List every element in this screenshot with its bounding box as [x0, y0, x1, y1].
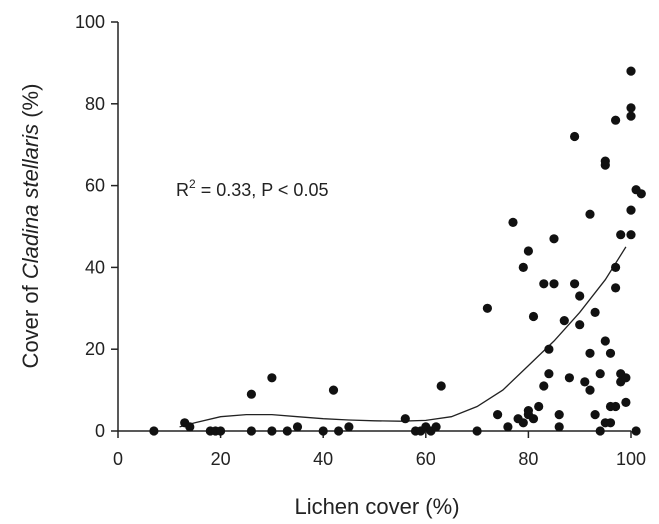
data-point — [636, 189, 646, 199]
x-tick-label: 40 — [313, 449, 333, 469]
x-tick-label: 0 — [113, 449, 123, 469]
data-point — [600, 336, 610, 346]
data-point — [554, 422, 564, 432]
data-points — [149, 66, 646, 436]
data-point — [518, 262, 528, 272]
data-point — [539, 279, 549, 289]
data-point — [431, 422, 441, 432]
data-point — [580, 377, 590, 387]
data-point — [292, 422, 303, 432]
data-point — [570, 279, 580, 289]
data-point — [216, 426, 226, 436]
data-point — [590, 307, 600, 317]
data-point — [149, 426, 159, 436]
data-point — [534, 401, 544, 412]
data-point — [528, 311, 539, 322]
y-tick-label: 60 — [85, 176, 105, 196]
data-point — [436, 381, 446, 391]
y-tick-label: 80 — [85, 94, 105, 114]
data-point — [334, 426, 344, 436]
data-point — [549, 279, 559, 289]
data-point — [605, 418, 616, 428]
x-tick-label: 100 — [616, 449, 646, 469]
data-point — [472, 426, 482, 436]
data-point — [503, 422, 513, 432]
data-point — [554, 410, 564, 420]
data-point — [544, 369, 554, 379]
data-point — [482, 303, 492, 313]
data-point — [539, 381, 549, 391]
data-point — [267, 373, 277, 383]
data-point — [611, 262, 621, 272]
data-point — [508, 217, 518, 227]
data-point — [611, 401, 621, 412]
data-point — [400, 414, 410, 424]
data-point — [626, 66, 636, 76]
data-point — [626, 230, 636, 240]
x-axis-title: Lichen cover (%) — [294, 494, 459, 519]
data-point — [282, 426, 292, 436]
data-point — [575, 291, 585, 301]
y-axis-title-italic: Cladina stellaris — [18, 124, 43, 279]
data-point — [318, 426, 328, 436]
data-point — [590, 410, 600, 420]
data-point — [611, 283, 621, 293]
data-point — [626, 111, 636, 121]
data-point — [616, 230, 626, 240]
y-axis-title-suffix: (%) — [18, 84, 43, 124]
trend-curve-layer — [179, 246, 627, 428]
axes: 0 20 40 60 80 100 0 20 40 60 80 100 — [75, 12, 646, 469]
data-point — [621, 397, 631, 407]
data-point — [605, 348, 616, 358]
r-exponent: 2 — [189, 177, 196, 191]
data-point — [600, 156, 610, 166]
y-tick-label: 20 — [85, 339, 105, 359]
data-point — [518, 418, 528, 428]
x-tick-label: 80 — [518, 449, 538, 469]
y-tick-label: 0 — [95, 421, 105, 441]
data-point — [493, 410, 503, 420]
r-squared-annotation: R2 = 0.33, P < 0.05 — [176, 177, 328, 200]
data-point — [564, 373, 575, 383]
data-point — [595, 426, 605, 436]
data-point — [585, 385, 595, 395]
data-point — [621, 373, 631, 383]
data-point — [549, 234, 559, 244]
data-point — [246, 389, 256, 399]
y-axis-title-prefix: Cover of — [18, 279, 43, 368]
data-point — [626, 103, 636, 113]
data-point — [185, 422, 195, 432]
data-point — [611, 115, 621, 125]
data-point — [544, 344, 554, 354]
x-tick-label: 60 — [416, 449, 436, 469]
data-point — [626, 205, 636, 215]
data-point — [570, 131, 580, 142]
data-point — [631, 426, 641, 436]
data-point — [595, 369, 605, 379]
data-point — [328, 385, 339, 395]
data-point — [585, 348, 595, 358]
data-point — [523, 406, 534, 416]
data-point — [344, 422, 354, 432]
data-point — [528, 414, 539, 424]
y-tick-label: 40 — [85, 257, 105, 277]
y-axis-title: Cover of Cladina stellaris (%) — [18, 84, 43, 369]
y-tick-label: 100 — [75, 12, 105, 32]
data-point — [575, 320, 585, 330]
data-point — [246, 426, 256, 436]
r-label: R — [176, 180, 189, 200]
data-point — [523, 246, 534, 256]
data-point — [585, 209, 595, 219]
data-point — [267, 426, 277, 436]
annotation-text: = 0.33, P < 0.05 — [196, 180, 329, 200]
x-tick-label: 20 — [211, 449, 231, 469]
trend-curve — [179, 246, 627, 428]
data-point — [559, 316, 569, 326]
